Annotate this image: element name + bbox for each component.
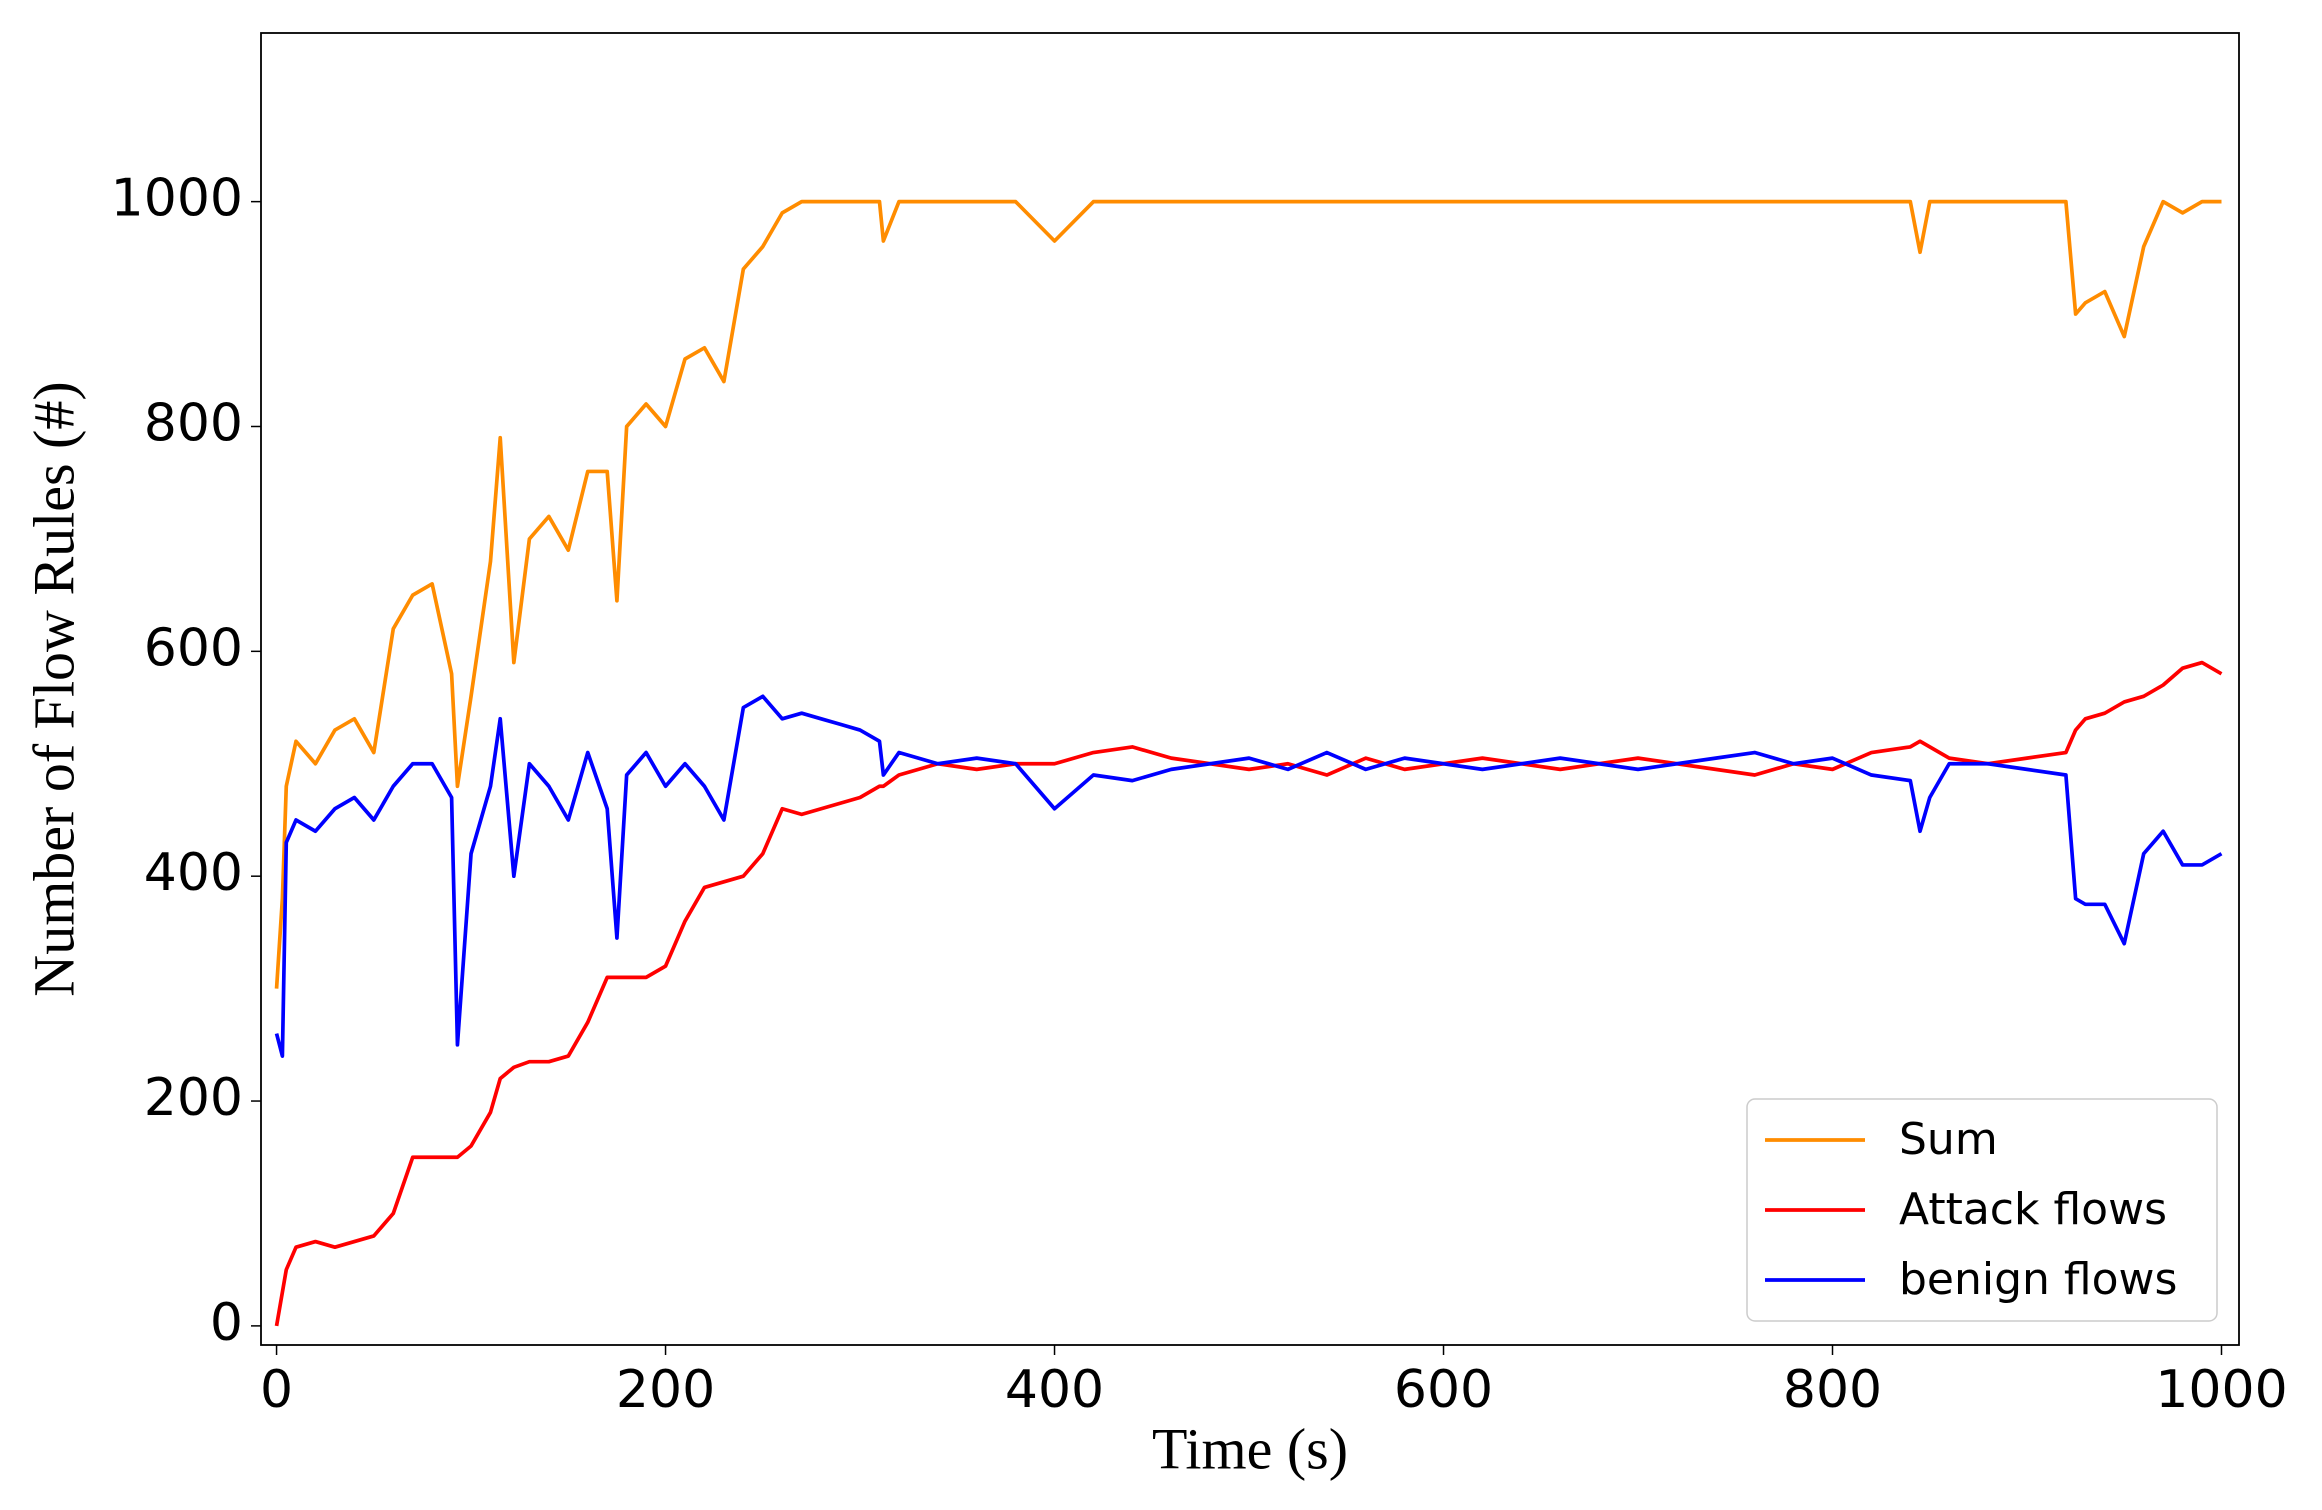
- series-line: [274, 660, 2223, 1327]
- legend-label: Attack flows: [1899, 1184, 2167, 1235]
- legend: Sum Attack flows benign flows: [1746, 1098, 2218, 1322]
- legend-box: [1746, 1098, 2218, 1322]
- x-tick-label: 400: [1005, 1360, 1104, 1420]
- y-tick-label: 200: [144, 1068, 243, 1128]
- legend-label: Sum: [1899, 1114, 1998, 1165]
- x-tick-label: 600: [1394, 1360, 1493, 1420]
- legend-label: benign flows: [1899, 1254, 2177, 1305]
- y-tick-label: 800: [144, 393, 243, 453]
- y-tick-label: 400: [144, 843, 243, 903]
- x-axis-label: Time (s): [1152, 1416, 1348, 1481]
- x-tick-label: 200: [616, 1360, 715, 1420]
- x-tick-label: 0: [260, 1360, 293, 1420]
- y-tick-label: 0: [210, 1293, 243, 1353]
- y-tick-label: 1000: [111, 169, 243, 229]
- series-line: [274, 694, 2223, 1058]
- x-tick-label: 800: [1783, 1360, 1882, 1420]
- x-tick-label: 1000: [2155, 1360, 2287, 1420]
- y-axis-label: Number of Flow Rules (#): [21, 381, 86, 996]
- plot-frame: [260, 32, 2240, 1346]
- y-tick-label: 600: [144, 618, 243, 678]
- series-line: [274, 199, 2222, 989]
